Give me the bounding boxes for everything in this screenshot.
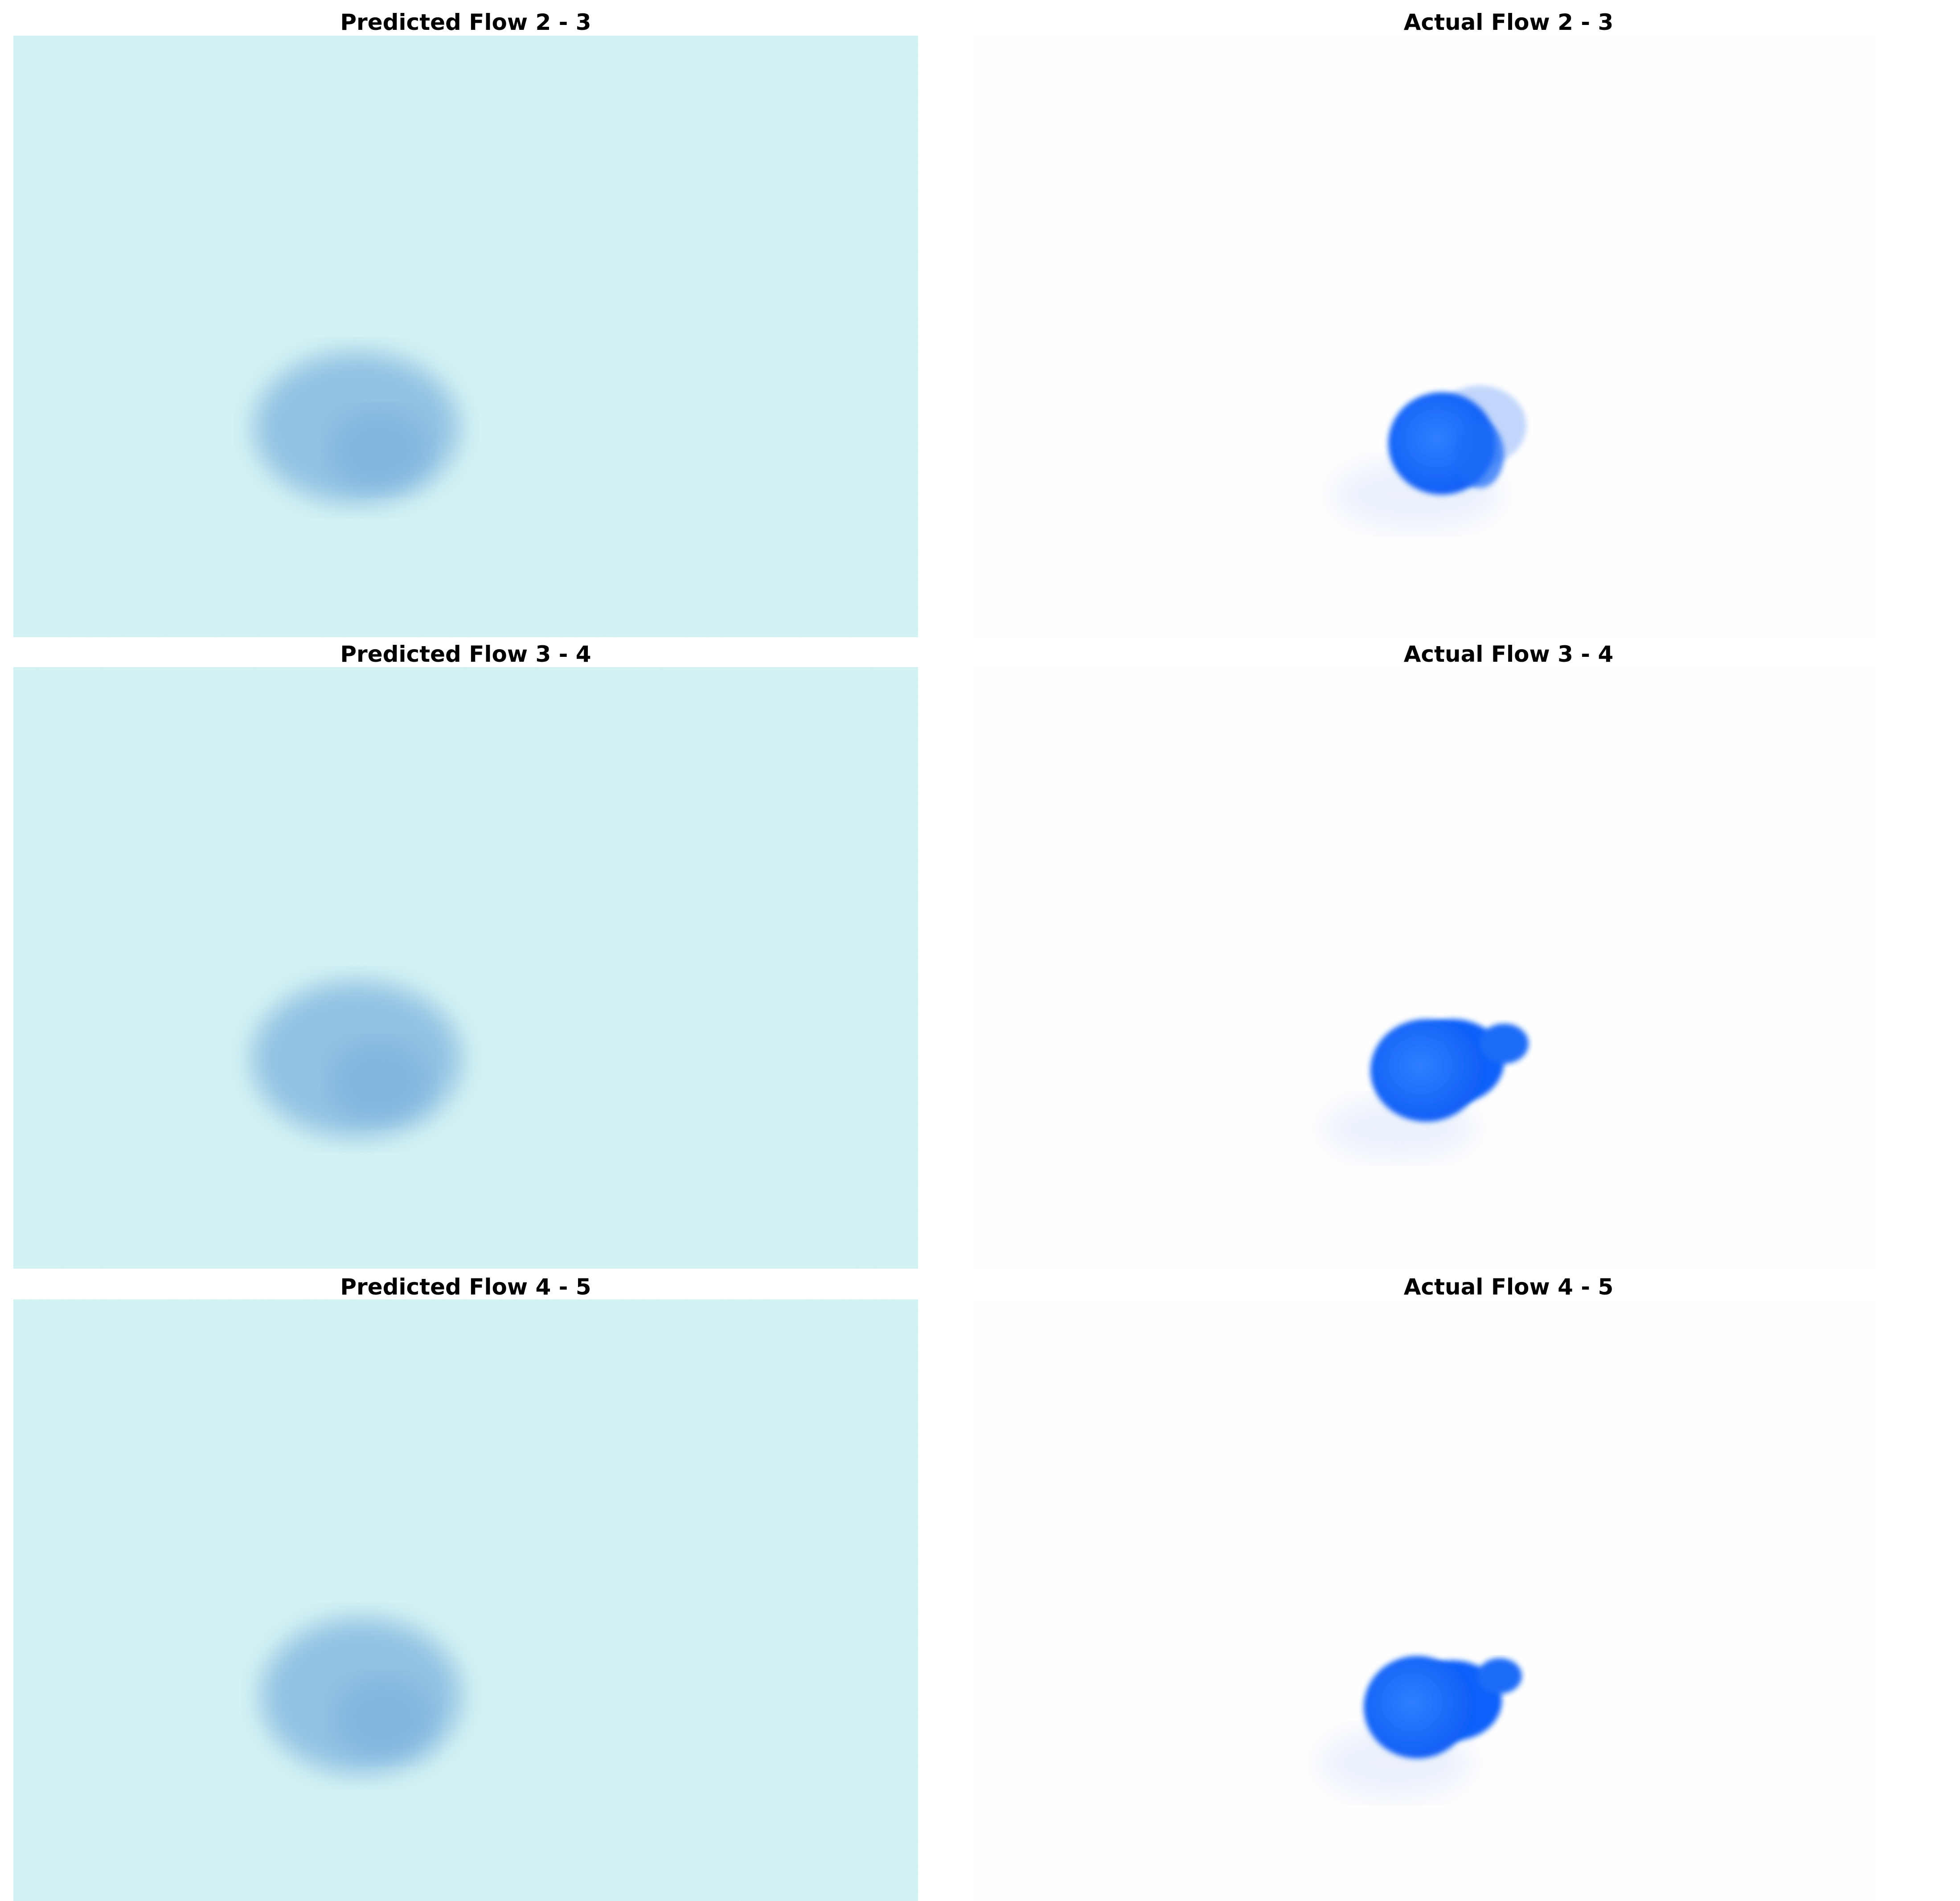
- actual-flow-image-2: [972, 667, 1876, 1269]
- predicted-flow-image-2: [13, 667, 918, 1269]
- panel-title-predicted-2: Predicted Flow 3 - 4: [13, 641, 918, 668]
- panel-title-actual-2: Actual Flow 3 - 4: [1056, 641, 1960, 668]
- actual-flow-image-1: [972, 36, 1876, 637]
- predicted-flow-image-3: [13, 1299, 918, 1901]
- panel-title-predicted-3: Predicted Flow 4 - 5: [13, 1274, 918, 1300]
- actual-flow-image-3: [972, 1299, 1876, 1901]
- predicted-flow-image-1: [13, 36, 918, 637]
- panel-title-actual-1: Actual Flow 2 - 3: [1056, 9, 1960, 36]
- panel-title-actual-3: Actual Flow 4 - 5: [1056, 1274, 1960, 1300]
- panel-title-predicted-1: Predicted Flow 2 - 3: [13, 9, 918, 36]
